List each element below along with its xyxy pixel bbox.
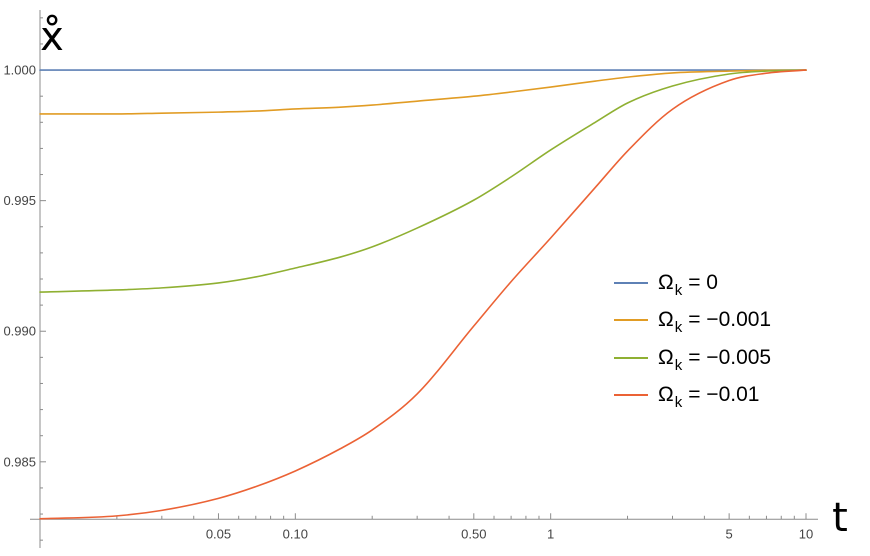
legend-swatch — [614, 356, 648, 359]
legend-swatch — [614, 394, 648, 397]
y-tick-label: 0.990 — [3, 324, 36, 339]
legend-swatch — [614, 281, 648, 284]
x-tick-label: 10 — [799, 526, 813, 541]
legend-value: = 0 — [688, 270, 718, 294]
legend-label: Ωk = −0.01 — [658, 383, 760, 411]
series-line-omega-k-minus-0-01 — [39, 69, 807, 520]
legend-symbol: Ω — [658, 345, 674, 369]
x-axis-label: t — [832, 495, 848, 541]
legend-entry-omega-k-minus-0-005: Ωk = −0.005 — [614, 339, 814, 377]
legend-entry-omega-k-0: Ωk = 0 — [614, 264, 814, 302]
series-line-omega-k-minus-0-005 — [39, 69, 807, 293]
series-line-omega-k-minus-0-001 — [39, 69, 807, 115]
legend-label: Ωk = −0.005 — [658, 345, 772, 374]
y-tick-label: 1.000 — [3, 63, 36, 78]
y-tick-label: 0.995 — [3, 193, 36, 208]
x-tick-label: 0.10 — [283, 526, 308, 541]
legend-symbol: Ω — [658, 270, 674, 294]
y-axis-label: x̊ — [40, 14, 64, 60]
legend-value: = −0.01 — [688, 383, 760, 407]
legend-label: Ωk = −0.001 — [658, 308, 772, 336]
legend-label: Ωk = 0 — [658, 270, 718, 299]
x-tick-label: 1 — [547, 526, 554, 541]
legend-subscript: k — [674, 319, 683, 337]
x-tick-label: 0.50 — [461, 526, 486, 541]
legend-swatch — [614, 319, 648, 322]
legend-entry-omega-k-minus-0-01: Ωk = −0.01 — [614, 377, 814, 415]
axes-layer: 1.000 0.995 0.990 0.985 0.05 0.10 0.50 1 5 10 — [3, 10, 818, 548]
legend-value: = −0.005 — [688, 345, 772, 369]
legend-entry-omega-k-minus-0-001: Ωk = −0.001 — [614, 302, 814, 340]
legend: Ωk = 0 Ωk = −0.001 Ωk = −0.005 Ωk = −0.01 — [614, 264, 814, 414]
y-tick-label: 0.985 — [3, 454, 36, 469]
legend-subscript: k — [674, 356, 683, 374]
legend-subscript: k — [674, 394, 683, 412]
series-layer — [39, 69, 807, 520]
x-tick-label: 0.05 — [206, 526, 231, 541]
legend-symbol: Ω — [658, 383, 674, 407]
legend-value: = −0.001 — [688, 308, 772, 332]
x-tick-label: 5 — [726, 526, 733, 541]
legend-subscript: k — [674, 281, 683, 299]
legend-symbol: Ω — [658, 308, 674, 332]
